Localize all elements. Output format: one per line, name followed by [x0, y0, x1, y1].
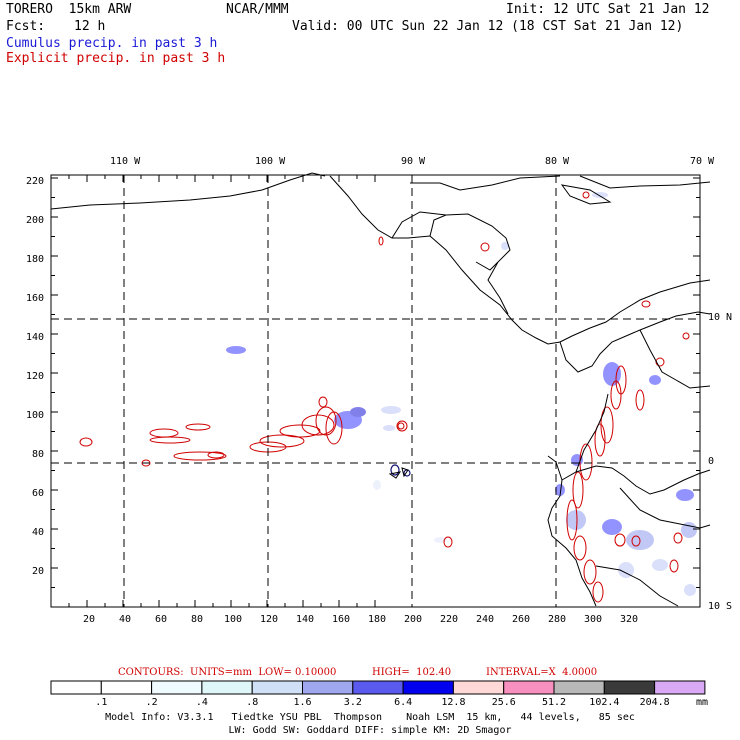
- y-tick-label: 180: [26, 254, 45, 265]
- x-tick-label: 240: [476, 614, 495, 625]
- x-tick-label: 280: [548, 614, 567, 625]
- colorbar-label: 12.8: [441, 697, 466, 708]
- model-info-line2: LW: Godd SW: Goddard DIFF: simple KM: 2D…: [228, 725, 512, 736]
- x-tick-label: 100: [224, 614, 243, 625]
- y-tick-label: 60: [32, 488, 45, 499]
- lon-label: 110 W: [110, 156, 141, 167]
- colorbar-label: 204.8: [639, 697, 670, 708]
- x-tick-label: 140: [296, 614, 315, 625]
- forecast-label: Fcst:: [6, 19, 46, 34]
- lat-lon-grid: [51, 175, 700, 607]
- colorbar-swatch: [201, 680, 253, 695]
- colorbar-label: 102.4: [589, 697, 620, 708]
- x-tick-label: 20: [83, 614, 96, 625]
- lat-label: 0: [708, 456, 715, 467]
- colorbar-swatch: [402, 680, 454, 695]
- y-tick-label: 140: [26, 332, 45, 343]
- y-tick-label: 20: [32, 566, 45, 577]
- colorbar-label: 6.4: [394, 697, 413, 708]
- colorbar-swatch: [553, 680, 605, 695]
- axis-ticks: [50, 175, 700, 608]
- lon-label: 100 W: [255, 156, 286, 167]
- contour-interval: INTERVAL=X 4.0000: [486, 667, 598, 678]
- y-tick-label: 120: [26, 371, 45, 382]
- colorbar-unit: mm: [696, 697, 709, 708]
- coastlines: [50, 172, 711, 607]
- y-tick-label: 40: [32, 527, 45, 538]
- lon-label: 90 W: [401, 156, 426, 167]
- lat-label: 10 S: [708, 601, 733, 612]
- contour-units: CONTOURS: UNITS=mm LOW= 0.10000: [118, 667, 337, 678]
- x-tick-label: 220: [440, 614, 459, 625]
- forecast-hour: 12 h: [74, 19, 106, 34]
- y-tick-label: 100: [26, 410, 45, 421]
- y-tick-label: 160: [26, 293, 45, 304]
- colorbar-swatch: [603, 680, 656, 695]
- legend-explicit: Explicit precip. in past 3 h: [6, 51, 226, 66]
- lon-label: 70 W: [690, 156, 715, 167]
- lon-label: 80 W: [545, 156, 570, 167]
- init-time: Init: 12 UTC Sat 21 Jan 12: [506, 2, 710, 17]
- y-tick-label: 80: [32, 449, 45, 460]
- colorbar-label: .2: [145, 697, 158, 708]
- colorbar-swatch: [503, 680, 555, 695]
- x-tick-label: 180: [368, 614, 387, 625]
- colorbar-label: .4: [195, 697, 208, 708]
- colorbar-swatch: [352, 680, 404, 695]
- y-tick-label: 200: [26, 215, 45, 226]
- x-tick-label: 320: [620, 614, 639, 625]
- colorbar-label: .1: [95, 697, 108, 708]
- lat-label: 10 N: [708, 312, 733, 323]
- center-name: NCAR/MMM: [226, 2, 289, 17]
- colorbar-label: 3.2: [343, 697, 362, 708]
- model-title: TORERO 15km ARW: [6, 2, 132, 17]
- colorbar-swatch: [654, 680, 706, 695]
- colorbar-label: 1.6: [293, 697, 312, 708]
- colorbar-label: 25.6: [491, 697, 516, 708]
- model-info-line1: Model Info: V3.3.1 Tiedtke YSU PBL Thomp…: [105, 712, 635, 723]
- x-tick-label: 300: [584, 614, 603, 625]
- colorbar-swatch: [151, 680, 203, 695]
- colorbar-swatch: [251, 680, 303, 695]
- x-tick-label: 60: [155, 614, 168, 625]
- x-tick-label: 80: [191, 614, 204, 625]
- colorbar-label: 51.2: [542, 697, 567, 708]
- x-tick-label: 200: [404, 614, 423, 625]
- x-tick-label: 260: [512, 614, 531, 625]
- colorbar-swatch: [50, 680, 102, 695]
- map-frame: [50, 174, 701, 608]
- colorbar-label: .8: [246, 697, 259, 708]
- legend-cumulus: Cumulus precip. in past 3 h: [6, 36, 218, 51]
- explicit-precip-contours: [79, 191, 690, 603]
- x-tick-label: 160: [332, 614, 351, 625]
- y-tick-label: 220: [26, 176, 45, 187]
- x-tick-label: 40: [119, 614, 132, 625]
- valid-time: Valid: 00 UTC Sun 22 Jan 12 (18 CST Sat …: [292, 19, 684, 34]
- colorbar: [50, 680, 706, 695]
- colorbar-swatch: [302, 680, 354, 695]
- x-tick-label: 120: [260, 614, 279, 625]
- colorbar-swatch: [452, 680, 505, 695]
- cumulus-precip-shading: [226, 192, 697, 596]
- contour-high: HIGH= 102.40: [372, 667, 452, 678]
- colorbar-swatch: [100, 680, 153, 695]
